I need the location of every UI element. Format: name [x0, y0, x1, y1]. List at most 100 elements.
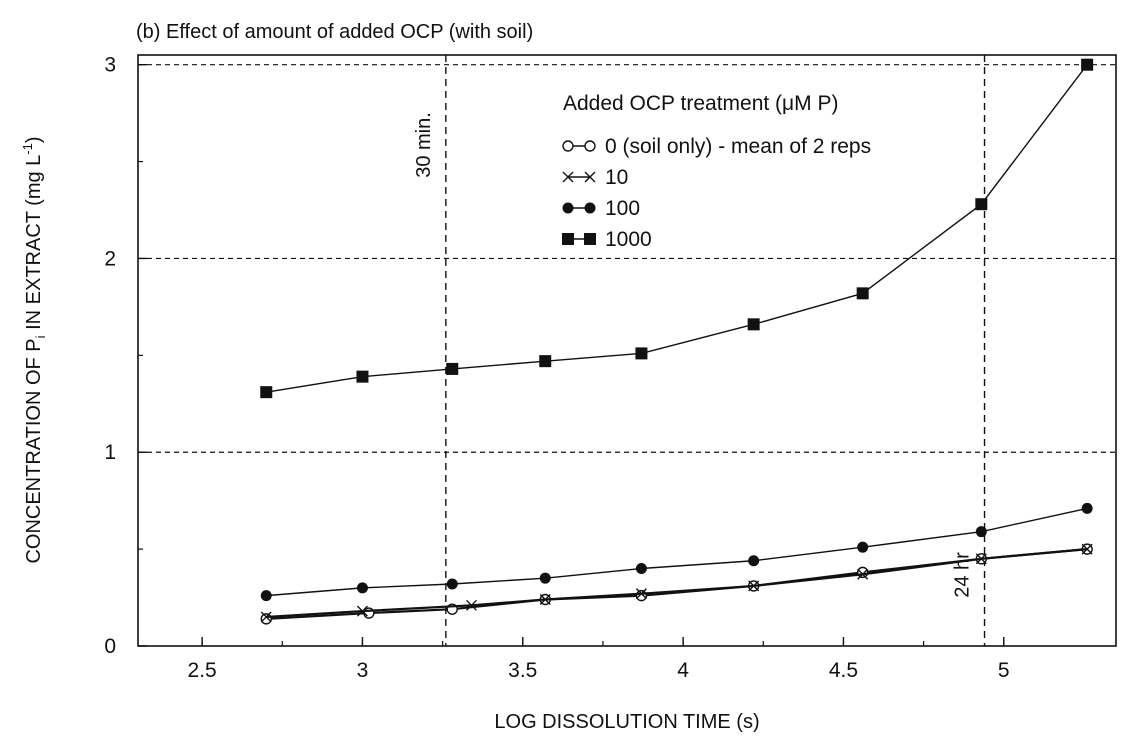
legend-label: 0 (soil only) - mean of 2 reps — [605, 135, 871, 158]
filled-circle-marker — [584, 202, 596, 214]
data-point — [747, 318, 760, 331]
x-axis-label: LOG DISSOLUTION TIME (s) — [494, 711, 759, 733]
series-1000 — [260, 58, 1094, 399]
legend-item: 0 (soil only) - mean of 2 reps — [562, 135, 871, 158]
cross-marker — [356, 605, 368, 617]
open-circle-marker — [856, 566, 869, 579]
data-point — [356, 370, 369, 383]
data-point — [539, 572, 551, 584]
annotation-30-min: 30 min. — [413, 112, 435, 178]
series-10 — [260, 543, 1093, 623]
data-point — [635, 588, 647, 600]
legend-marker-end — [584, 233, 596, 245]
filled-square-marker — [446, 362, 459, 375]
legend-label: 1000 — [605, 228, 652, 251]
filled-square-marker — [562, 233, 574, 245]
cross-marker — [562, 171, 574, 183]
legend-marker-start — [562, 233, 574, 245]
data-point — [856, 566, 869, 579]
legend-marker-start — [562, 202, 574, 214]
filled-circle-marker — [857, 541, 869, 553]
legend: Added OCP treatment (μM P) 0 (soil only) … — [562, 92, 871, 251]
filled-circle-marker — [975, 526, 987, 538]
filled-square-marker — [975, 198, 988, 211]
legend-marker-end — [584, 140, 596, 152]
annotation-lines: 30 min. 24 hr — [413, 55, 986, 646]
cross-marker — [975, 553, 987, 565]
filled-square-marker — [1081, 58, 1094, 71]
filled-circle-marker — [539, 572, 551, 584]
legend-marker-start — [562, 140, 574, 152]
data-point — [1081, 58, 1094, 71]
cross-marker — [1081, 543, 1093, 555]
legend-item: 1000 — [562, 228, 652, 251]
data-point — [635, 589, 648, 602]
data-point — [635, 562, 647, 574]
data-point — [975, 198, 988, 211]
data-point — [260, 611, 272, 623]
open-circle-marker — [635, 589, 648, 602]
filled-circle-marker — [356, 582, 368, 594]
gridlines — [138, 64, 1116, 453]
series-group — [260, 58, 1094, 625]
filled-circle-marker — [635, 562, 647, 574]
data-point — [539, 355, 552, 368]
filled-square-marker — [539, 355, 552, 368]
legend-marker-start — [562, 171, 574, 183]
data-point — [635, 347, 648, 360]
data-point — [356, 605, 368, 617]
y-tick-label: 0 — [104, 635, 116, 658]
x-tick-label: 4 — [677, 659, 689, 682]
y-axis-label: CONCENTRATION OF Pi IN EXTRACT (mg L-1) — [20, 136, 48, 563]
data-point — [356, 582, 368, 594]
data-point — [857, 568, 869, 580]
filled-circle-marker — [1081, 502, 1093, 514]
cross-marker — [584, 171, 596, 183]
data-point — [465, 599, 477, 611]
filled-circle-marker — [562, 202, 574, 214]
filled-square-marker — [635, 347, 648, 360]
filled-circle-marker — [260, 590, 272, 602]
legend-item: 100 — [562, 197, 640, 220]
legend-marker-end — [584, 202, 596, 214]
data-point — [539, 594, 551, 605]
data-point — [1081, 543, 1093, 555]
data-point — [260, 613, 272, 625]
filled-square-marker — [260, 386, 273, 399]
data-point — [446, 578, 458, 590]
x-tick-label: 4.5 — [829, 659, 858, 682]
open-circle-marker — [260, 613, 272, 625]
x-tick-label: 2.5 — [188, 659, 217, 682]
y-tick-label: 3 — [104, 54, 116, 77]
y-tick-label: 2 — [104, 247, 116, 270]
open-circle-marker — [562, 140, 574, 152]
data-point — [856, 287, 869, 300]
cross-marker — [539, 594, 551, 605]
legend-item: 10 — [562, 166, 628, 189]
y-tick-label: 1 — [104, 441, 116, 464]
open-circle-marker — [584, 140, 596, 152]
data-point — [975, 526, 987, 538]
data-point — [446, 362, 459, 375]
filled-circle-marker — [446, 578, 458, 590]
annotation-24-hr: 24 hr — [952, 552, 974, 598]
x-tick-label: 5 — [998, 659, 1010, 682]
data-point — [748, 555, 760, 567]
legend-marker-end — [584, 171, 596, 183]
cross-marker — [748, 580, 760, 592]
filled-square-marker — [856, 287, 869, 300]
cross-marker — [465, 599, 477, 611]
legend-label: 100 — [605, 197, 640, 220]
data-point — [857, 541, 869, 553]
legend-label: 10 — [605, 166, 628, 189]
x-tick-label: 3 — [357, 659, 369, 682]
filled-square-marker — [747, 318, 760, 331]
filled-circle-marker — [748, 555, 760, 567]
series-100 — [260, 502, 1093, 602]
data-point — [975, 553, 987, 565]
legend-title: Added OCP treatment (μM P) — [563, 92, 838, 115]
filled-square-marker — [584, 233, 596, 245]
filled-square-marker — [356, 370, 369, 383]
axes: 2.5 3 3.5 4 4.5 5 0 1 2 3 — [104, 54, 1009, 682]
